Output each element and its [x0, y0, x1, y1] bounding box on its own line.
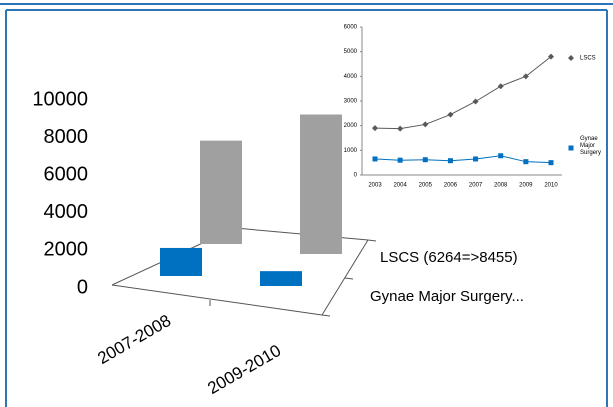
y-tick-label: 10000: [32, 88, 88, 110]
point: [447, 111, 454, 118]
point: [498, 153, 504, 159]
floor-front: [111, 284, 323, 316]
x-tick-label: 2004: [393, 183, 407, 189]
line: [374, 155, 552, 164]
point: [497, 83, 504, 90]
point: [422, 157, 428, 163]
point: [523, 159, 529, 165]
point: [522, 73, 529, 80]
point: [548, 160, 554, 166]
x-tick-label: 2005: [419, 183, 433, 189]
point: [472, 98, 479, 105]
y-tick-label: 6000: [44, 163, 89, 185]
point: [422, 121, 429, 128]
legend-tick: [321, 314, 331, 317]
legend-swatch: [568, 55, 574, 61]
point: [397, 125, 404, 132]
y-tick-label: 2000: [44, 239, 89, 261]
bar: [300, 114, 342, 255]
y-tick-label: 0: [354, 173, 358, 179]
legend-label: Gynae Major Surgery: [580, 136, 601, 156]
x-tick-label: 2006: [444, 183, 458, 189]
point: [548, 53, 554, 60]
legend-label: LSCS (6264=>8455): [380, 249, 518, 266]
y-tick-label: 2000: [344, 123, 358, 129]
legend-tick: [367, 239, 377, 242]
point: [447, 158, 453, 164]
floor-right: [321, 239, 369, 316]
bar: [260, 271, 302, 286]
bar: [200, 140, 242, 244]
point: [372, 125, 378, 132]
legend-label: LSCS: [580, 56, 596, 62]
x-tick-label: 2010: [544, 183, 558, 189]
y-tick-label: 3000: [344, 99, 358, 105]
y-tick-label: 4000: [344, 74, 358, 80]
legend-label: Gynae Major Surgery...: [370, 288, 524, 305]
legend-tick: [344, 277, 354, 280]
y-tick-label: 8000: [44, 126, 89, 148]
x-tick-label: 2009: [519, 183, 533, 189]
point: [397, 157, 403, 163]
y-tick-label: 5000: [344, 49, 358, 55]
point: [372, 156, 378, 162]
y-tick-label: 6000: [344, 25, 358, 31]
bar: [160, 247, 202, 276]
point: [473, 156, 479, 162]
legend-swatch: [568, 145, 574, 151]
y-tick-label: 1000: [344, 148, 358, 154]
x-tick-label: 2007: [469, 183, 483, 189]
x-tick-label: 2003: [368, 183, 382, 189]
y-tick-label: 4000: [44, 201, 89, 223]
line: [374, 56, 552, 130]
y-tick-label: 0: [77, 276, 88, 298]
x-tick-label: 2008: [494, 183, 508, 189]
